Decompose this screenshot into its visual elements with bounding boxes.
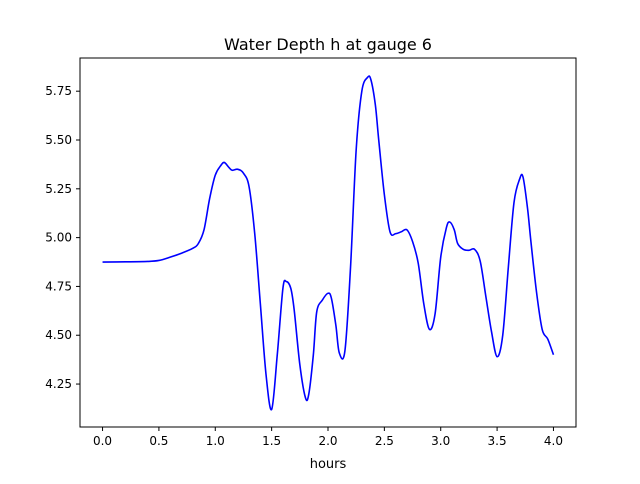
x-tick-label: 3.5	[488, 434, 507, 448]
axes-frame	[79, 57, 577, 428]
x-axis-label: hours	[310, 457, 347, 472]
x-tick-label: 1.5	[262, 434, 281, 448]
y-tick-label: 4.75	[45, 279, 72, 293]
y-tick-label: 5.75	[45, 84, 72, 98]
y-tick-label: 5.00	[45, 231, 72, 245]
x-tick-label: 1.0	[206, 434, 225, 448]
y-tick-label: 5.25	[45, 182, 72, 196]
x-tick-label: 0.0	[93, 434, 112, 448]
x-axis: 0.0 0.5 1.0 1.5 2.0 2.5 3.0 3.5 4.0	[93, 427, 563, 448]
x-tick-label: 2.0	[318, 434, 337, 448]
plot-area	[102, 75, 555, 411]
y-tick-label: 4.25	[45, 377, 72, 391]
y-tick-label: 5.50	[45, 133, 72, 147]
y-tick-label: 4.50	[45, 328, 72, 342]
y-axis: 4.25 4.50 4.75 5.00 5.25 5.50 5.75	[45, 84, 80, 391]
chart-title: Water Depth h at gauge 6	[224, 35, 432, 54]
series-line-0	[102, 75, 555, 411]
x-tick-label: 3.0	[431, 434, 450, 448]
x-tick-label: 0.5	[149, 434, 168, 448]
x-tick-label: 2.5	[375, 434, 394, 448]
x-tick-label: 4.0	[544, 434, 563, 448]
